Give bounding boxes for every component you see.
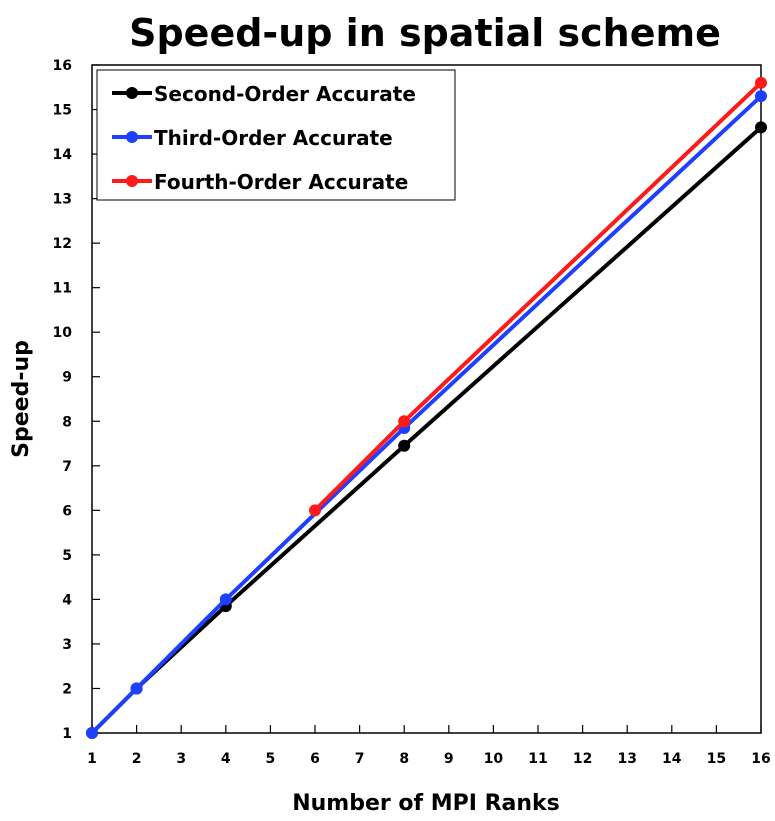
y-tick-label: 8 (62, 414, 72, 430)
legend-box (96, 69, 456, 201)
x-tick-label: 14 (662, 751, 682, 767)
data-point (86, 727, 98, 739)
y-tick-label: 16 (53, 58, 72, 74)
legend-swatch-marker (126, 175, 138, 187)
x-tick-label: 12 (573, 751, 592, 767)
data-point (398, 439, 411, 452)
y-tick-label: 13 (53, 192, 72, 208)
legend-label: Third-Order Accurate (154, 126, 393, 150)
chart-title: Speed-up in spatial scheme (129, 11, 721, 55)
data-point (219, 593, 232, 606)
y-tick-label: 7 (62, 459, 72, 475)
series-2 (309, 76, 767, 517)
y-tick-label: 14 (53, 147, 73, 163)
legend-swatch-marker (126, 87, 138, 99)
x-tick-label: 1 (87, 751, 97, 767)
x-tick-label: 8 (399, 751, 409, 767)
y-tick-label: 9 (62, 370, 72, 386)
data-point (755, 76, 767, 89)
legend-label: Second-Order Accurate (154, 82, 416, 106)
x-tick-label: 9 (444, 751, 454, 767)
x-tick-label: 11 (528, 751, 547, 767)
series-layer (86, 76, 767, 739)
legend-swatch-marker (126, 131, 138, 143)
x-tick-label: 5 (266, 751, 276, 767)
x-tick-label: 16 (751, 751, 770, 767)
x-tick-label: 2 (132, 751, 142, 767)
x-tick-label: 7 (355, 751, 365, 767)
x-tick-label: 4 (221, 751, 231, 767)
y-tick-label: 10 (53, 325, 73, 341)
x-axis: 1 2 3 4 5 6 7 8 9 10 11 12 13 14 15 16 (87, 725, 771, 767)
y-axis-label: Speed-up (9, 340, 34, 458)
y-tick-label: 1 (62, 726, 72, 742)
x-axis-label: Number of MPI Ranks (292, 791, 560, 816)
y-tick-label: 15 (53, 103, 72, 119)
y-tick-label: 5 (62, 548, 72, 564)
data-point (398, 415, 411, 428)
data-point (130, 682, 143, 695)
data-point (755, 121, 767, 134)
legend: Second-Order Accurate Third-Order Accurat… (96, 69, 456, 201)
x-tick-label: 3 (176, 751, 186, 767)
x-tick-label: 13 (617, 751, 636, 767)
x-tick-label: 6 (310, 751, 320, 767)
y-tick-label: 3 (62, 637, 72, 653)
series-line (90, 125, 763, 735)
x-tick-label: 10 (484, 751, 504, 767)
y-tick-label: 11 (53, 281, 72, 297)
x-tick-label: 15 (707, 751, 726, 767)
y-tick-label: 4 (62, 592, 72, 608)
series-0 (86, 121, 767, 739)
data-point (755, 90, 767, 103)
y-tick-label: 12 (53, 236, 72, 252)
data-point (309, 504, 321, 517)
y-tick-label: 6 (62, 503, 72, 519)
legend-label: Fourth-Order Accurate (154, 170, 408, 194)
y-tick-label: 2 (62, 681, 72, 697)
plot-area-frame (91, 64, 762, 734)
